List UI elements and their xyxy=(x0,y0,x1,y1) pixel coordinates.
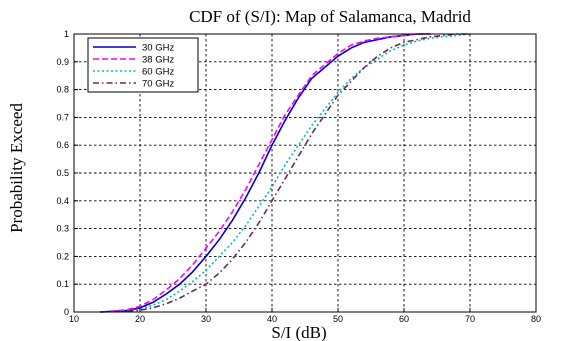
y-tick-label: 0.1 xyxy=(56,279,69,289)
y-tick-label: 0.3 xyxy=(56,224,69,234)
y-tick-label: 0 xyxy=(64,307,69,317)
legend-label-70-ghz: 70 GHz xyxy=(142,79,174,90)
x-tick-label: 80 xyxy=(531,314,541,324)
tick-layer: 10 20 30 40 50 60 70 80 0 0.1 0.2 0.3 0.4 0.5 0.6 0.7 0.… xyxy=(56,29,541,324)
legend-label-30-ghz: 30 GHz xyxy=(142,43,174,54)
series-line-60-ghz xyxy=(100,33,471,313)
y-tick-label: 0.5 xyxy=(56,168,69,178)
legend-label-60-ghz: 60 GHz xyxy=(142,67,174,78)
y-tick-label: 0.2 xyxy=(56,251,69,261)
y-tick-label: 0.7 xyxy=(56,112,69,122)
chart-title: CDF of (S/I): Map of Salamanca, Madrid xyxy=(189,7,471,26)
y-tick-label: 0.6 xyxy=(56,140,69,150)
x-axis-label: S/I (dB) xyxy=(271,323,326,341)
x-tick-label: 20 xyxy=(135,314,145,324)
series-layer xyxy=(100,33,471,313)
series-line-30-ghz xyxy=(100,33,431,313)
y-tick-label: 0.8 xyxy=(56,85,69,95)
legend-label-38-ghz: 38 GHz xyxy=(142,55,174,66)
y-tick-label: 1 xyxy=(64,29,69,39)
x-tick-label: 70 xyxy=(465,314,475,324)
x-tick-label: 30 xyxy=(201,314,211,324)
x-tick-label: 50 xyxy=(333,314,343,324)
series-line-70-ghz xyxy=(100,33,470,313)
y-tick-label: 0.9 xyxy=(56,57,69,67)
series-line-38-ghz xyxy=(100,33,431,313)
x-tick-label: 60 xyxy=(399,314,409,324)
x-tick-label: 10 xyxy=(69,314,79,324)
x-tick-label: 40 xyxy=(267,314,277,324)
y-tick-label: 0.4 xyxy=(56,196,69,206)
y-axis-label: Probability Exceed xyxy=(7,103,26,233)
